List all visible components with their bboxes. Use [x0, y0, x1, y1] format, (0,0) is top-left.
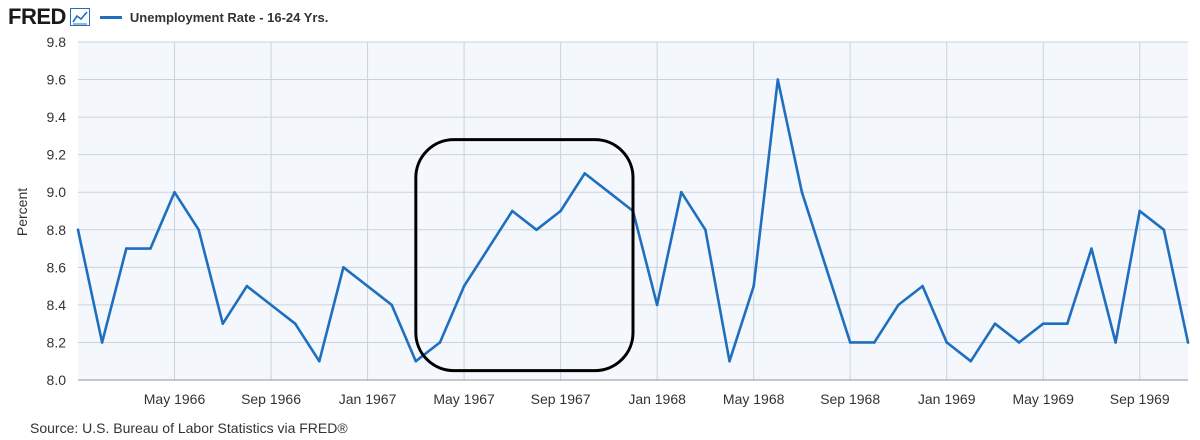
x-tick-label: Sep 1967 [531, 391, 591, 407]
data-point [1186, 341, 1190, 344]
data-point [679, 190, 683, 194]
legend-swatch [99, 15, 122, 19]
data-point [776, 78, 780, 81]
y-tick-label: 8.4 [47, 297, 67, 313]
data-point [414, 359, 418, 363]
y-tick-label: 9.6 [47, 72, 67, 88]
data-point [704, 228, 707, 232]
x-tick-label: Jan 1967 [339, 391, 397, 407]
annotation-box [414, 138, 635, 373]
y-axis-label: Percent [14, 188, 30, 236]
data-point [462, 284, 466, 288]
y-tick-label: 8.2 [47, 334, 67, 350]
y-tick-label: 8.6 [47, 259, 67, 275]
data-point [1017, 341, 1021, 344]
x-tick-label: May 1966 [144, 391, 206, 407]
data-point [438, 341, 442, 344]
data-point [1114, 341, 1117, 344]
y-tick-label: 9.8 [47, 34, 67, 50]
data-point [293, 322, 297, 325]
y-tick-label: 8.8 [47, 222, 67, 238]
y-tick-label: 8.0 [47, 372, 67, 388]
x-tick-label: Sep 1968 [820, 391, 880, 407]
fred-logo[interactable]: FRED [8, 4, 66, 29]
data-point [873, 341, 876, 344]
data-point [342, 266, 345, 269]
data-point [76, 228, 80, 232]
data-point [848, 341, 852, 344]
data-point [728, 359, 731, 363]
data-point [1138, 209, 1142, 213]
data-point [390, 303, 393, 307]
data-point [559, 209, 562, 213]
x-tick-label: Sep 1969 [1110, 391, 1170, 407]
data-point [800, 190, 804, 194]
data-point [535, 228, 538, 232]
y-tick-label: 9.0 [47, 184, 67, 200]
x-tick-label: May 1969 [1012, 391, 1074, 407]
data-point [607, 190, 611, 194]
source-note: Source: U.S. Bureau of Labor Statistics … [30, 420, 348, 436]
data-point [511, 209, 514, 213]
data-point [197, 228, 200, 232]
data-point [945, 341, 948, 344]
data-point [318, 359, 321, 363]
chart-legend: Unemployment Rate - 16-24 Yrs. [99, 9, 329, 25]
x-tick-label: May 1968 [723, 391, 785, 407]
data-point [149, 247, 152, 250]
data-point [366, 284, 369, 288]
chart-header: FRED Unemployment Rate - 16-24 Yrs. [8, 4, 328, 30]
data-point [1162, 228, 1166, 232]
line-chart-icon [69, 8, 90, 26]
data-point [100, 341, 104, 344]
y-tick-label: 9.4 [47, 109, 67, 125]
data-point [221, 322, 225, 325]
data-point [173, 190, 176, 194]
data-point [824, 266, 828, 269]
y-tick-label: 9.2 [47, 147, 67, 163]
data-point [1090, 247, 1093, 250]
data-point [655, 303, 659, 307]
data-point [993, 322, 997, 325]
data-point [897, 303, 900, 307]
x-tick-label: Jan 1968 [628, 391, 686, 407]
x-tick-label: May 1967 [433, 391, 495, 407]
data-point [269, 303, 273, 307]
data-point [124, 247, 128, 250]
data-point [752, 284, 755, 288]
data-point [486, 247, 490, 250]
data-point [245, 284, 249, 288]
data-point [1066, 322, 1069, 325]
data-point [969, 359, 973, 363]
x-tick-label: Sep 1966 [241, 391, 301, 407]
legend-label: Unemployment Rate - 16-24 Yrs. [129, 9, 329, 25]
data-point [921, 284, 924, 288]
data-point [583, 172, 587, 175]
x-tick-label: Jan 1969 [918, 391, 976, 407]
data-point [1041, 322, 1045, 325]
line-chart: 8.0 8.2 8.4 8.6 8.8 9.0 9.2 9.4 9.6 9.8 May 1966 Se… [14, 34, 1190, 407]
